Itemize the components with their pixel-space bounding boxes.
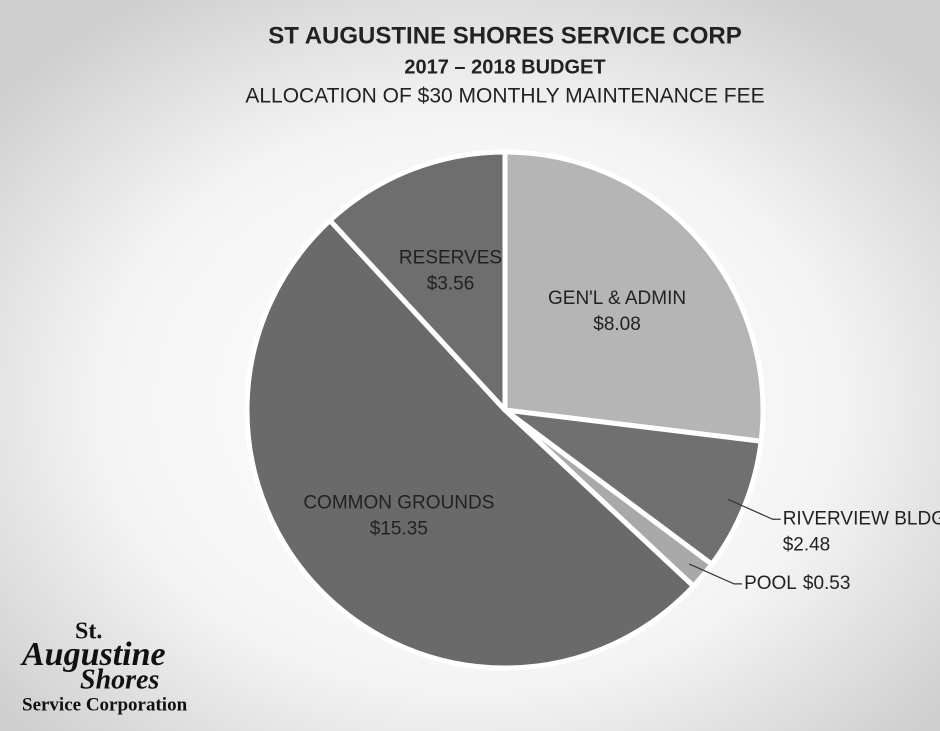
logo-text: Shores (80, 664, 159, 695)
chart-subtitle: 2017 – 2018 BUDGET (404, 56, 605, 78)
logo-text: St. (75, 619, 102, 645)
slice-category: POOL (744, 573, 797, 594)
slice-category: RIVERVIEW BLDG (783, 508, 940, 529)
pie: GEN'L & ADMIN $8.08 RIVERVIEW BLDG $2.48 POO… (244, 149, 940, 671)
slice-label: RESERVES $3.56 (399, 248, 502, 295)
slice-value: $8.08 (593, 314, 641, 335)
slice-label: POOL $0.53 (744, 573, 850, 594)
chart-title: ST AUGUSTINE SHORES SERVICE CORP (268, 22, 741, 49)
pie-slice (327, 149, 508, 413)
slice-category: RESERVES (399, 248, 502, 269)
slice-category: GEN'L & ADMIN (548, 288, 686, 309)
logo: St. Augustine Shores Service Corporation (20, 619, 188, 716)
slice-value: $0.53 (803, 573, 851, 594)
pie-slice (502, 149, 766, 444)
pie-slice (502, 407, 764, 567)
chart-caption: ALLOCATION OF $30 MONTHLY MAINTENANCE FE… (245, 85, 764, 108)
leader-line (688, 563, 743, 585)
pie-slice (244, 217, 696, 671)
slice-value: $15.35 (370, 518, 428, 539)
slice-label: COMMON GROUNDS $15.35 (303, 492, 494, 539)
logo-text: Service Corporation (22, 694, 188, 715)
leader-line (727, 498, 781, 520)
slice-label: GEN'L & ADMIN $8.08 (548, 288, 686, 335)
slice-value: $3.56 (427, 274, 475, 295)
slice-category: COMMON GROUNDS (303, 492, 494, 513)
logo-text: Augustine (20, 636, 166, 673)
slice-value: $2.48 (783, 534, 831, 555)
slice-label: RIVERVIEW BLDG $2.48 (783, 508, 940, 555)
